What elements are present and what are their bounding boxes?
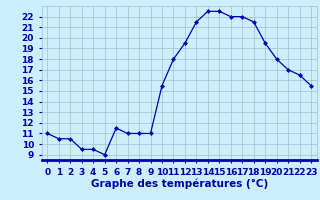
X-axis label: Graphe des températures (°C): Graphe des températures (°C)	[91, 178, 268, 189]
